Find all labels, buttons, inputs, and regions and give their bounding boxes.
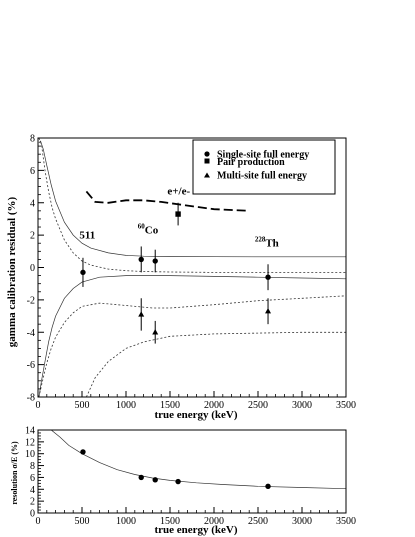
x-tick-label: 1500 <box>160 516 180 527</box>
curve-pair-production <box>85 190 250 212</box>
legend-entry-single-site: Single-site full energy <box>217 150 309 161</box>
x-tick-label: 2000 <box>204 400 224 411</box>
y-tick-label: 4 <box>30 198 35 209</box>
data-point-circle <box>138 474 144 481</box>
legend-box <box>192 139 336 195</box>
data-point-circle <box>80 269 86 276</box>
x-tick-label: 1000 <box>116 400 136 411</box>
bottom-data-points <box>80 449 271 490</box>
data-point-circle <box>265 274 271 280</box>
x-tick-label: 0 <box>36 400 41 411</box>
data-point-circle <box>152 258 158 264</box>
data-point-triangle <box>138 311 145 317</box>
data-point-circle <box>175 478 181 485</box>
y-tick-label: 0 <box>30 263 35 274</box>
x-tick-label: 2000 <box>204 516 224 527</box>
curve-single-site-lower <box>38 275 347 398</box>
x-tick-label: 500 <box>75 516 90 527</box>
y-tick-label: -8 <box>27 393 35 404</box>
curve-resolution-fit <box>45 429 347 490</box>
y-tick-label: 4 <box>30 485 35 496</box>
x-tick-label: 1500 <box>160 400 180 411</box>
annotation: e+/e- <box>167 186 190 198</box>
legend-entry-pair-production: Pair production <box>217 157 285 168</box>
y-tick-label: 12 <box>25 437 35 448</box>
y-tick-label: 6 <box>30 166 35 177</box>
data-point-triangle <box>265 308 272 314</box>
legend-entry-multi-site: Multi-site full energy <box>217 171 307 182</box>
y-tick-label: -6 <box>27 360 35 371</box>
curve-single-site-upper <box>38 140 346 258</box>
curve-multi-site-lower <box>86 331 346 398</box>
y-tick-label: 2 <box>30 231 35 242</box>
top-panel: 0 500 1000 1500 2000 2500 3000 3500 -8 -6 -4 -2 0 2 4 6… <box>6 134 356 422</box>
curve-multi-site-mid <box>38 295 347 398</box>
legend: Single-site full energy Pair production … <box>192 139 336 195</box>
x-tick-label: 3500 <box>336 400 356 411</box>
annotation: 511 <box>79 229 95 241</box>
x-tick-label: 3500 <box>336 516 356 527</box>
y-tick-label: 8 <box>30 134 35 145</box>
bottom-x-axis-title: true energy (keV) <box>154 524 237 536</box>
data-point-circle <box>152 477 158 483</box>
bottom-y-axis-title: resolution σ/E (%) <box>10 441 19 505</box>
bottom-fit-curve <box>45 429 347 490</box>
x-tick-label: 2500 <box>248 516 268 527</box>
plot-frame <box>37 429 347 514</box>
top-annotations: 511 60Co e+/e- 228Th <box>79 186 278 250</box>
top-fit-curves <box>38 137 347 398</box>
bottom-plot-frame <box>37 429 347 514</box>
x-tick-label: 0 <box>36 516 41 527</box>
data-point-circle <box>80 449 86 455</box>
data-point-square <box>175 211 181 217</box>
y-tick-label: 14 <box>25 426 35 437</box>
y-tick-label: 10 <box>25 449 35 460</box>
data-point-triangle <box>152 329 159 335</box>
y-tick-label: 8 <box>30 461 35 472</box>
x-tick-label: 500 <box>75 400 90 411</box>
legend-marker-triangle <box>204 172 210 178</box>
data-point-circle <box>265 483 271 490</box>
top-axis-ticks: 0 500 1000 1500 2000 2500 3000 3500 -8 -6 -4 -2 0 2 4 6… <box>27 134 356 412</box>
y-tick-label: 2 <box>30 497 35 508</box>
y-tick-label: 0 <box>30 509 35 520</box>
data-point-circle <box>138 256 144 263</box>
top-y-axis-title: gamma calibration residual (%) <box>6 196 18 347</box>
x-tick-label: 1000 <box>116 516 136 527</box>
y-tick-label: -4 <box>27 328 35 339</box>
legend-marker-circle <box>204 151 210 157</box>
top-x-axis-title: true energy (keV) <box>154 409 237 421</box>
x-tick-label: 3000 <box>292 516 312 527</box>
y-tick-label: 6 <box>30 473 35 484</box>
top-data-points <box>80 202 272 344</box>
annotation: 60Co <box>138 223 159 237</box>
annotation: 228Th <box>255 235 279 249</box>
x-tick-label: 3000 <box>292 400 312 411</box>
legend-marker-square <box>204 158 210 164</box>
x-tick-label: 2500 <box>248 400 268 411</box>
y-tick-label: -2 <box>27 295 35 306</box>
bottom-panel: 0 500 1000 1500 2000 2500 3000 350002468101214 … <box>10 426 356 537</box>
